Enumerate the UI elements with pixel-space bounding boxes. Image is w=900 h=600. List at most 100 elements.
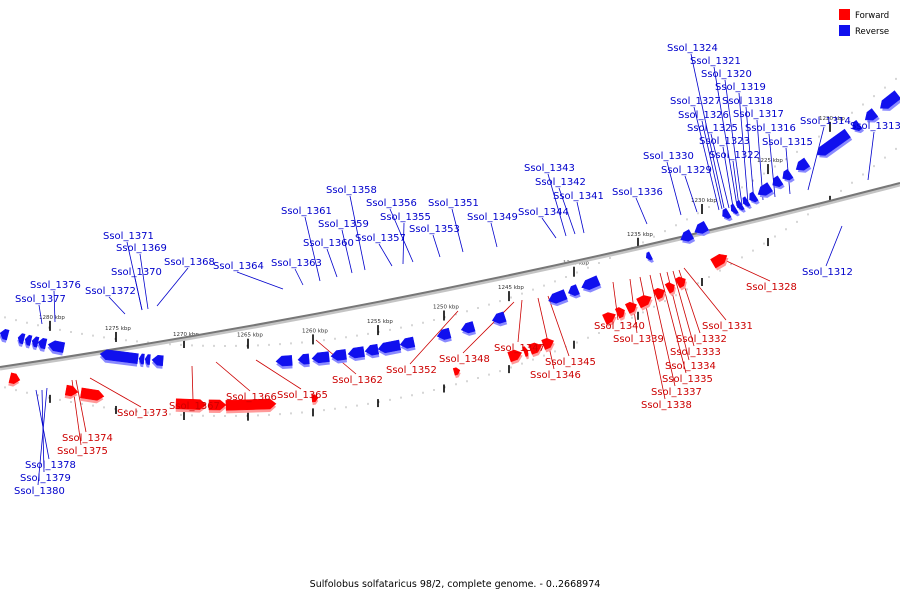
reverse-gene-label[interactable]: Ssol_1314	[800, 116, 851, 127]
reverse-gene-label[interactable]: Ssol_1351	[428, 198, 479, 209]
reverse-gene-label[interactable]: Ssol_1371	[103, 231, 154, 242]
reverse-gene-arrow[interactable]	[678, 229, 696, 247]
forward-gene-label[interactable]: Ssol_1367	[169, 401, 220, 412]
forward-gene-label[interactable]: Ssol_1339	[613, 334, 664, 345]
forward-gene-label[interactable]: Ssol_1366	[226, 392, 277, 403]
reverse-gene-label[interactable]: Ssol_1336	[612, 187, 663, 198]
forward-gene-arrow[interactable]	[175, 398, 207, 413]
reverse-gene-arrow[interactable]	[547, 289, 569, 309]
reverse-gene-label[interactable]: Ssol_1325	[687, 123, 738, 134]
reverse-gene-arrow[interactable]	[23, 334, 33, 349]
reverse-gene-arrow[interactable]	[491, 311, 508, 328]
forward-gene-label[interactable]: Ssol_1365	[277, 390, 328, 401]
reverse-gene-arrow[interactable]	[16, 333, 26, 347]
reverse-gene-label[interactable]: Ssol_1363	[271, 258, 322, 269]
reverse-gene-arrow[interactable]	[644, 251, 654, 264]
forward-gene-label[interactable]: Ssol_1334	[665, 361, 716, 372]
reverse-gene-label[interactable]: Ssol_1343	[524, 163, 575, 174]
reverse-gene-arrow[interactable]	[580, 275, 602, 295]
forward-gene-label[interactable]: Ssol_1328	[746, 282, 797, 293]
reverse-gene-label[interactable]: Ssol_1364	[213, 261, 264, 272]
reverse-gene-label[interactable]: Ssol_1380	[14, 486, 65, 497]
reverse-gene-arrow[interactable]	[755, 182, 775, 201]
forward-gene-label[interactable]: Ssol_1332	[676, 334, 727, 345]
reverse-gene-label[interactable]: Ssol_1372	[85, 286, 136, 297]
reverse-gene-arrow[interactable]	[377, 339, 402, 357]
reverse-gene-arrow[interactable]	[138, 353, 145, 368]
reverse-gene-label[interactable]: Ssol_1317	[733, 109, 784, 120]
reverse-gene-label[interactable]: Ssol_1379	[20, 473, 71, 484]
reverse-gene-arrow[interactable]	[720, 207, 733, 223]
reverse-gene-label[interactable]: Ssol_1315	[762, 137, 813, 148]
reverse-gene-arrow[interactable]	[729, 203, 740, 218]
forward-gene-arrow[interactable]	[528, 341, 545, 358]
reverse-gene-label[interactable]: Ssol_1376	[30, 280, 81, 291]
reverse-gene-label[interactable]: Ssol_1320	[701, 69, 752, 80]
forward-gene-arrow[interactable]	[311, 394, 319, 405]
reverse-gene-label[interactable]: Ssol_1322	[709, 150, 760, 161]
forward-gene-label[interactable]: Ssol_1362	[332, 375, 383, 386]
forward-gene-label[interactable]: Ssol_1331	[702, 321, 753, 332]
reverse-gene-label[interactable]: Ssol_1330	[643, 151, 694, 162]
reverse-gene-arrow[interactable]	[347, 346, 366, 362]
reverse-gene-arrow[interactable]	[275, 355, 293, 370]
reverse-gene-label[interactable]: Ssol_1327	[670, 96, 721, 107]
forward-gene-arrow[interactable]	[541, 336, 557, 353]
reverse-gene-arrow[interactable]	[770, 175, 785, 192]
reverse-gene-arrow[interactable]	[460, 321, 476, 337]
reverse-gene-label[interactable]: Ssol_1323	[699, 136, 750, 147]
reverse-gene-arrow[interactable]	[877, 90, 900, 115]
reverse-gene-arrow[interactable]	[36, 337, 48, 352]
forward-gene-arrow[interactable]	[64, 384, 79, 400]
reverse-gene-arrow[interactable]	[850, 120, 864, 135]
forward-gene-arrow[interactable]	[8, 372, 21, 388]
reverse-gene-label[interactable]: Ssol_1326	[678, 110, 729, 121]
forward-gene-arrow[interactable]	[652, 286, 668, 303]
reverse-gene-label[interactable]: Ssol_1344	[518, 207, 569, 218]
reverse-gene-label[interactable]: Ssol_1312	[802, 267, 853, 278]
reverse-gene-label[interactable]: Ssol_1370	[111, 267, 162, 278]
forward-gene-label[interactable]: Ssol_1375	[57, 446, 108, 457]
reverse-gene-label[interactable]: Ssol_1357	[355, 233, 406, 244]
forward-gene-arrow[interactable]	[624, 300, 640, 317]
reverse-gene-label[interactable]: Ssol_1342	[535, 177, 586, 188]
reverse-gene-arrow[interactable]	[0, 328, 10, 343]
reverse-gene-arrow[interactable]	[30, 336, 40, 351]
reverse-gene-arrow[interactable]	[692, 220, 711, 239]
reverse-gene-label[interactable]: Ssol_1360	[303, 238, 354, 249]
reverse-gene-label[interactable]: Ssol_1369	[116, 243, 167, 254]
reverse-gene-arrow[interactable]	[364, 343, 380, 359]
forward-gene-arrow[interactable]	[208, 399, 227, 413]
reverse-gene-arrow[interactable]	[99, 349, 139, 367]
reverse-gene-label[interactable]: Ssol_1359	[318, 219, 369, 230]
forward-gene-arrow[interactable]	[79, 387, 105, 404]
forward-gene-label[interactable]: Ssol_1374	[62, 433, 113, 444]
reverse-gene-label[interactable]: Ssol_1341	[553, 191, 604, 202]
reverse-gene-arrow[interactable]	[297, 353, 310, 368]
reverse-gene-label[interactable]: Ssol_1324	[667, 43, 718, 54]
reverse-gene-label[interactable]: Ssol_1378	[25, 460, 76, 471]
forward-gene-arrow[interactable]	[225, 398, 277, 414]
forward-gene-label[interactable]: Ssol_1345	[545, 357, 596, 368]
forward-gene-label[interactable]: Ssol_1373	[117, 408, 168, 419]
reverse-gene-label[interactable]: Ssol_1313	[850, 121, 900, 132]
reverse-gene-label[interactable]: Ssol_1318	[722, 96, 773, 107]
reverse-gene-label[interactable]: Ssol_1349	[467, 212, 518, 223]
forward-gene-arrow[interactable]	[507, 348, 525, 365]
forward-gene-arrow[interactable]	[674, 275, 689, 291]
reverse-gene-label[interactable]: Ssol_1368	[164, 257, 215, 268]
reverse-gene-label[interactable]: Ssol_1319	[715, 82, 766, 93]
forward-gene-arrow[interactable]	[710, 251, 731, 271]
forward-gene-label[interactable]: Ssol_1333	[670, 347, 721, 358]
forward-gene-arrow[interactable]	[614, 306, 628, 321]
reverse-gene-arrow[interactable]	[780, 168, 795, 185]
reverse-gene-arrow[interactable]	[311, 351, 330, 367]
forward-gene-arrow[interactable]	[664, 281, 678, 296]
reverse-gene-label[interactable]: Ssol_1356	[366, 198, 417, 209]
forward-gene-arrow[interactable]	[452, 367, 461, 379]
reverse-gene-arrow[interactable]	[144, 354, 151, 368]
forward-gene-label[interactable]: Ssol_1337	[651, 387, 702, 398]
forward-gene-label[interactable]: Ssol_1335	[662, 374, 713, 385]
forward-gene-label[interactable]: Ssol_1338	[641, 400, 692, 411]
reverse-gene-arrow[interactable]	[566, 284, 581, 301]
